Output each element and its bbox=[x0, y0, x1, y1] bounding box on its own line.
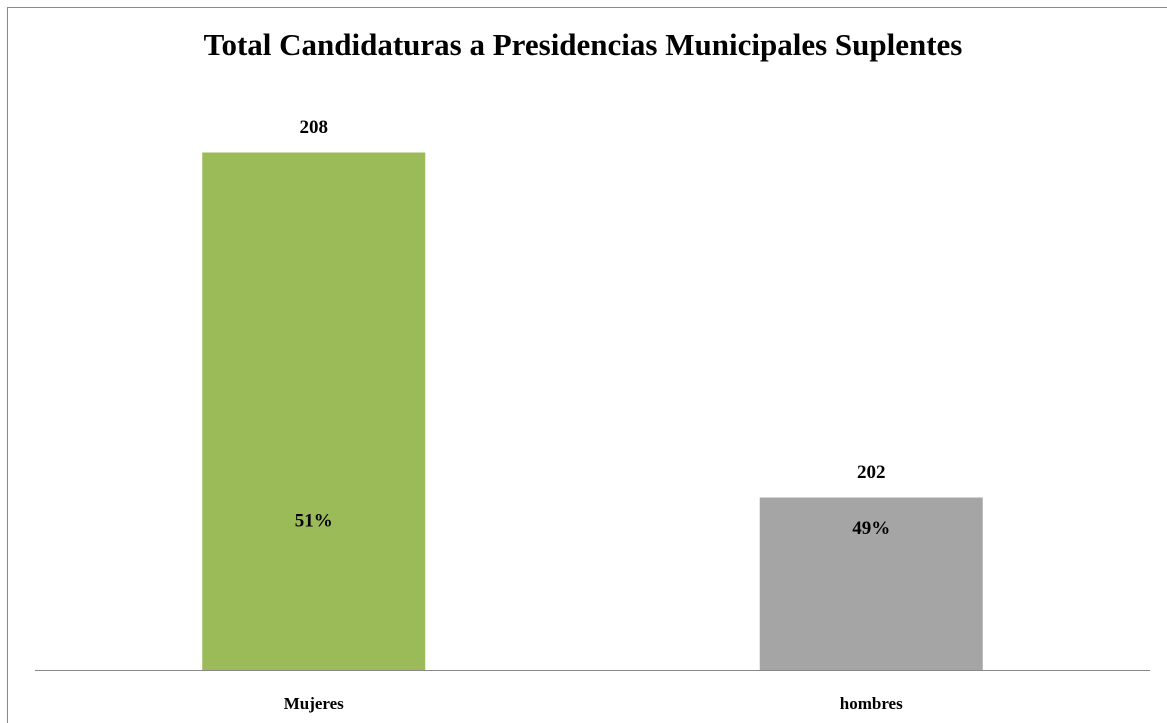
bar bbox=[759, 497, 983, 670]
chart-title: Total Candidaturas a Presidencias Munici… bbox=[204, 27, 963, 62]
x-tick-label: Mujeres bbox=[284, 694, 344, 713]
percentage-label: 51% bbox=[295, 510, 333, 531]
percentage-label: 49% bbox=[852, 518, 890, 539]
chart-frame bbox=[7, 7, 1167, 723]
x-tick-label: hombres bbox=[840, 694, 903, 713]
value-label: 202 bbox=[857, 462, 886, 483]
value-label: 208 bbox=[300, 117, 329, 138]
bar bbox=[202, 152, 426, 670]
